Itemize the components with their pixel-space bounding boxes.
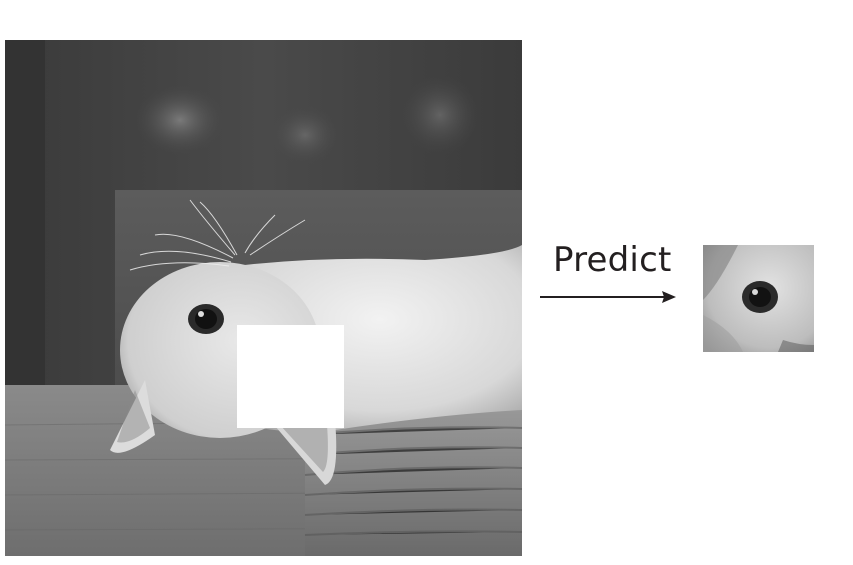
right-arrow-icon [540,287,680,307]
masked-region [237,325,344,428]
predicted-patch [703,245,814,352]
predicted-eye-patch-image [703,245,814,352]
predict-label: Predict [553,240,672,280]
input-photo [5,40,522,556]
kitten-photo-illustration [5,40,522,556]
